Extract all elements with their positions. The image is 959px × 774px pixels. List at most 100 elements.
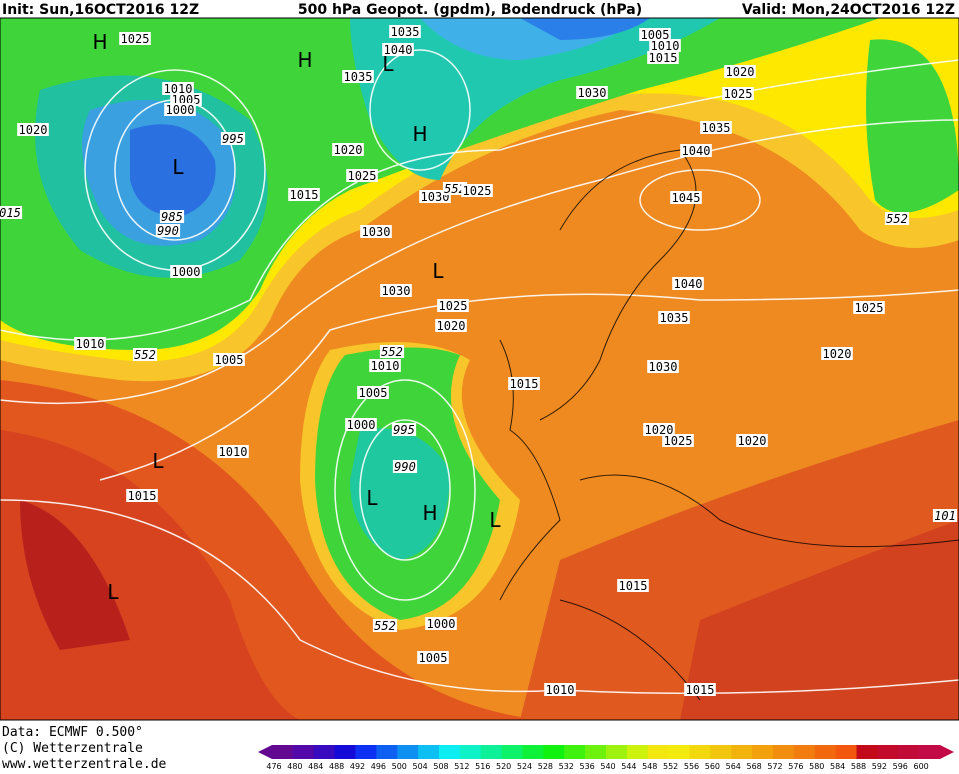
isobar-label-box [346,169,378,182]
pressure-center: L [152,449,164,473]
colorbar-cell [773,745,795,759]
colorbar-end [258,745,272,759]
isobar-label: 995 [393,423,415,437]
isobar-label: 1025 [664,434,693,448]
isobar-label-box [391,423,417,436]
colorbar-label: 540 [600,762,615,770]
colorbar-cell [480,745,503,759]
colorbar-label: 596 [893,762,908,770]
isobar-label: 1015 [510,377,539,391]
colorbar-label: 600 [913,762,928,770]
isobar-label-box [17,123,49,136]
pressure-center: L [489,508,501,532]
isobar-label: 995 [222,132,244,146]
isobar-label: 1010 [651,39,680,53]
isobar-label: 990 [394,460,416,474]
colorbar-label: 588 [851,762,866,770]
colorbar-label: 476 [266,762,281,770]
init-time: Init: Sun,16OCT2016 12Z [2,2,199,18]
isobar-label: 1015 [128,489,157,503]
isobar-label-box [392,460,418,473]
colorbar-label: 520 [496,762,511,770]
isobar-label-box [132,348,158,361]
colorbar-label: 508 [433,762,448,770]
website: www.wetterzentrale.de [2,757,167,770]
pressure-center: H [92,30,107,54]
pressure-center: L [382,52,394,76]
isobar-label-box [649,39,681,52]
colorbar-cell [689,745,711,759]
isobar-label: 101 [934,509,956,523]
pressure-center: L [107,580,119,604]
colorbar-cell [919,745,941,759]
isobar-label-box [389,25,421,38]
pressure-center: H [297,48,312,72]
colorbar-cell [543,745,565,759]
isobar-label: 1005 [215,353,244,367]
isobar-label-box [932,509,958,522]
colorbar-cell [313,745,336,759]
colorbar-cell [355,745,377,759]
isobar-label: 1030 [578,86,607,100]
isobar-label-box [288,188,320,201]
colorbar-label: 576 [788,762,803,770]
isobar-label-box [213,353,245,366]
colorbar-label: 512 [454,762,469,770]
isobar-label-box [736,434,768,447]
isobar-label: 1000 [172,265,201,279]
colorbar-label: 568 [746,762,761,770]
map-title: 500 hPa Geopot. (gpdm), Bodendruck (hPa) [298,2,642,18]
isobar-label-box [155,224,181,237]
isobar-label: 1005 [641,28,670,42]
isobar-label-box [372,619,398,632]
colorbar-cell [522,745,544,759]
colorbar-cell [710,745,732,759]
pressure-center: L [366,486,378,510]
isobar-label: 1035 [344,70,373,84]
colorbar-cell [439,745,461,759]
isobar-label: 990 [157,224,179,238]
isobar-label: 552 [374,619,396,633]
colorbar-cell [731,745,753,759]
isobar-label-box [345,418,377,431]
pressure-center: L [432,259,444,283]
colorbar-end [940,745,954,759]
isobar-label: 1005 [359,386,388,400]
isobar-label: 1030 [649,360,678,374]
isobar-label-box [360,225,392,238]
isobar-label-box [461,184,493,197]
isobar-label-box [369,359,401,372]
colorbar-label: 528 [538,762,553,770]
isobar-label: 1020 [437,319,466,333]
colorbar-label: 524 [517,762,532,770]
isobar-label: 1010 [219,445,248,459]
isobar-label-box [126,489,158,502]
pressure-center: L [172,155,184,179]
pressure-center: H [422,501,437,525]
colorbar-cell [856,745,878,759]
colorbar-label: 504 [412,762,427,770]
isobar-label: 985 [161,210,183,224]
colorbar-label: 488 [329,762,344,770]
isobar-label: 1035 [702,121,731,135]
isobar-label: 1000 [347,418,376,432]
isobar-label-box [380,284,412,297]
isobar-label: 1025 [463,184,492,198]
colorbar-label: 584 [830,762,845,770]
colorbar-cell [564,745,586,759]
isobar-label-box [170,265,202,278]
isobar-label: 1010 [76,337,105,351]
colorbar-cell [272,745,294,759]
isobar-label-box [643,423,675,436]
isobar-label: 1010 [164,82,193,96]
colorbar-cell [793,745,816,759]
colorbar-label: 560 [705,762,720,770]
colorbar-cell [501,745,523,759]
isobar-label-box [508,377,540,390]
isobar-label: 1020 [823,347,852,361]
colorbar-cell [814,745,837,759]
isobar-label: 1015 [649,51,678,65]
isobar-label-box [639,28,671,41]
isobar-label: 1035 [660,311,689,325]
